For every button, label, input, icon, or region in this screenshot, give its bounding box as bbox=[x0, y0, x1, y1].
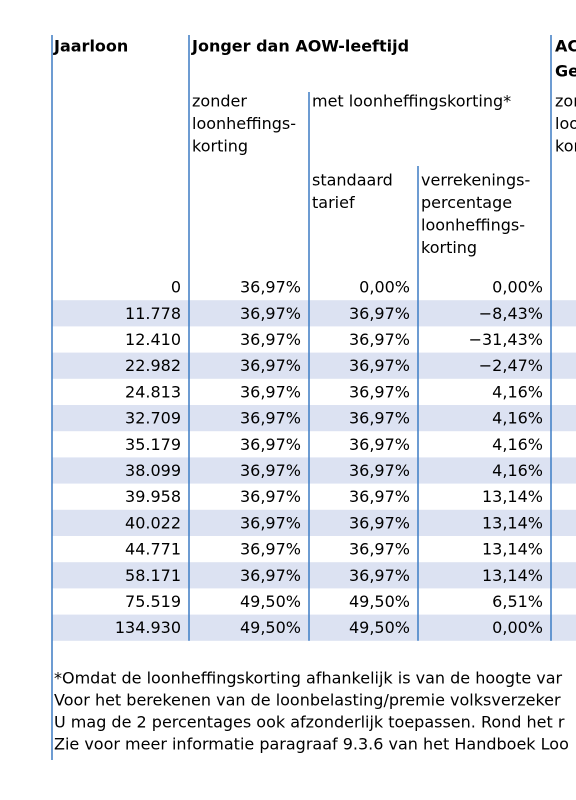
cell: 36,97% bbox=[349, 356, 410, 375]
cell: 40.022 bbox=[125, 513, 181, 532]
footnote: Zie voor meer informatie paragraaf 9.3.6… bbox=[54, 735, 569, 754]
cell: 38.099 bbox=[125, 461, 181, 480]
subheader: zor bbox=[555, 92, 576, 111]
cell: 6,51% bbox=[492, 592, 543, 611]
cell: 36,97% bbox=[240, 566, 301, 585]
cell: 36,97% bbox=[349, 487, 410, 506]
cell: 134.930 bbox=[115, 618, 181, 637]
row-shade bbox=[52, 509, 576, 536]
cell: 58.171 bbox=[125, 566, 181, 585]
subheader: met loonheffingskorting* bbox=[312, 92, 511, 111]
row-shade bbox=[52, 300, 576, 327]
cell: 0,00% bbox=[359, 278, 410, 297]
cell: 22.982 bbox=[125, 356, 181, 375]
cell: 13,14% bbox=[482, 540, 543, 559]
cell: 11.778 bbox=[125, 304, 181, 323]
cell: −2,47% bbox=[479, 356, 543, 375]
cell: 0 bbox=[171, 278, 181, 297]
row-shade bbox=[52, 614, 576, 641]
cell: 4,16% bbox=[492, 461, 543, 480]
cell: 49,50% bbox=[240, 618, 301, 637]
cell: 35.179 bbox=[125, 435, 181, 454]
subheader: zonder bbox=[192, 92, 247, 111]
cell: 36,97% bbox=[349, 461, 410, 480]
subheader: loonheffings- bbox=[421, 216, 525, 235]
cell: 13,14% bbox=[482, 487, 543, 506]
cell: 36,97% bbox=[349, 540, 410, 559]
cell: 36,97% bbox=[349, 382, 410, 401]
header: AC bbox=[555, 37, 576, 56]
cell: 0,00% bbox=[492, 618, 543, 637]
subheader: loo bbox=[555, 114, 576, 133]
cell: 36,97% bbox=[240, 409, 301, 428]
row-shade bbox=[52, 405, 576, 432]
cell: 36,97% bbox=[240, 304, 301, 323]
cell: 36,97% bbox=[349, 304, 410, 323]
cell: 4,16% bbox=[492, 435, 543, 454]
cell: 0,00% bbox=[492, 278, 543, 297]
row-shade bbox=[52, 562, 576, 589]
subheader: loonheffings- bbox=[192, 114, 296, 133]
cell: −8,43% bbox=[479, 304, 543, 323]
cell: 12.410 bbox=[125, 330, 181, 349]
cell: 36,97% bbox=[349, 409, 410, 428]
cell: 36,97% bbox=[349, 566, 410, 585]
header: Jaarloon bbox=[53, 37, 128, 56]
cell: 36,97% bbox=[240, 330, 301, 349]
subheader: percentage bbox=[421, 193, 512, 212]
footnote: *Omdat de loonheffingskorting afhankelij… bbox=[54, 669, 563, 688]
footnote: Voor het berekenen van de loonbelasting/… bbox=[54, 691, 561, 710]
cell: 4,16% bbox=[492, 382, 543, 401]
subheader: korting bbox=[192, 137, 248, 156]
cell: 24.813 bbox=[125, 382, 181, 401]
cell: 36,97% bbox=[240, 487, 301, 506]
cell: 75.519 bbox=[125, 592, 181, 611]
subheader: standaard bbox=[312, 171, 393, 190]
footnote: U mag de 2 percentages ook afzonderlijk … bbox=[54, 713, 565, 732]
cell: 36,97% bbox=[240, 382, 301, 401]
cell: 36,97% bbox=[240, 461, 301, 480]
cell: 36,97% bbox=[240, 513, 301, 532]
cell: 36,97% bbox=[240, 435, 301, 454]
cell: −31,43% bbox=[469, 330, 543, 349]
subheader: verrekenings- bbox=[421, 171, 530, 190]
row-shade bbox=[52, 352, 576, 379]
cell: 36,97% bbox=[240, 356, 301, 375]
cell: 49,50% bbox=[349, 592, 410, 611]
subheader: korting bbox=[421, 238, 477, 257]
subheader: kor bbox=[555, 137, 576, 156]
header: Ge bbox=[555, 62, 576, 81]
cell: 32.709 bbox=[125, 409, 181, 428]
cell: 13,14% bbox=[482, 513, 543, 532]
cell: 49,50% bbox=[240, 592, 301, 611]
cell: 44.771 bbox=[125, 540, 181, 559]
cell: 36,97% bbox=[240, 278, 301, 297]
cell: 4,16% bbox=[492, 409, 543, 428]
cell: 36,97% bbox=[349, 435, 410, 454]
header: Jonger dan AOW-leeftijd bbox=[191, 37, 409, 56]
cell: 36,97% bbox=[349, 513, 410, 532]
subheader: tarief bbox=[312, 193, 355, 212]
cell: 36,97% bbox=[240, 540, 301, 559]
cell: 39.958 bbox=[125, 487, 181, 506]
row-shade bbox=[52, 457, 576, 484]
cell: 13,14% bbox=[482, 566, 543, 585]
cell: 49,50% bbox=[349, 618, 410, 637]
cell: 36,97% bbox=[349, 330, 410, 349]
